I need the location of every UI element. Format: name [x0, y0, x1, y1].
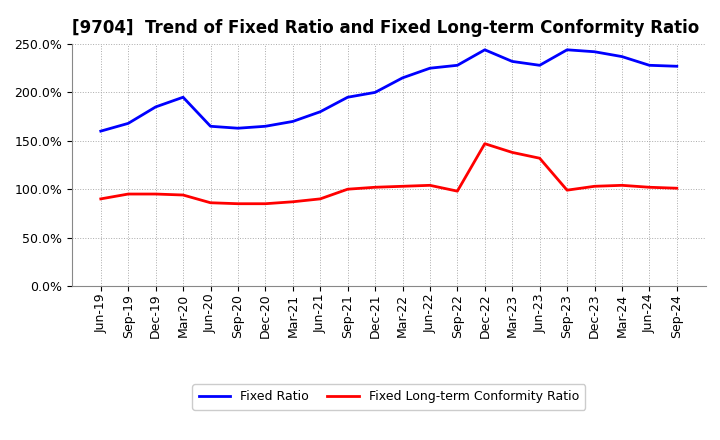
Fixed Ratio	[124, 121, 132, 126]
Fixed Ratio	[316, 109, 325, 114]
Fixed Long-term Conformity Ratio	[536, 156, 544, 161]
Fixed Long-term Conformity Ratio	[233, 201, 242, 206]
Fixed Ratio	[426, 66, 434, 71]
Fixed Ratio	[398, 75, 407, 81]
Fixed Long-term Conformity Ratio	[151, 191, 160, 197]
Fixed Long-term Conformity Ratio	[124, 191, 132, 197]
Fixed Long-term Conformity Ratio	[426, 183, 434, 188]
Fixed Ratio	[289, 119, 297, 124]
Legend: Fixed Ratio, Fixed Long-term Conformity Ratio: Fixed Ratio, Fixed Long-term Conformity …	[192, 384, 585, 410]
Fixed Ratio	[618, 54, 626, 59]
Fixed Ratio	[371, 90, 379, 95]
Fixed Long-term Conformity Ratio	[480, 141, 489, 147]
Fixed Long-term Conformity Ratio	[289, 199, 297, 205]
Fixed Long-term Conformity Ratio	[96, 196, 105, 202]
Fixed Ratio	[343, 95, 352, 100]
Fixed Ratio	[151, 104, 160, 110]
Fixed Long-term Conformity Ratio	[618, 183, 626, 188]
Fixed Long-term Conformity Ratio	[371, 185, 379, 190]
Fixed Ratio	[672, 64, 681, 69]
Fixed Long-term Conformity Ratio	[645, 185, 654, 190]
Fixed Long-term Conformity Ratio	[508, 150, 516, 155]
Fixed Long-term Conformity Ratio	[261, 201, 270, 206]
Fixed Ratio	[508, 59, 516, 64]
Fixed Ratio	[453, 62, 462, 68]
Fixed Long-term Conformity Ratio	[672, 186, 681, 191]
Fixed Ratio	[563, 47, 572, 52]
Fixed Ratio	[480, 47, 489, 52]
Fixed Ratio	[96, 128, 105, 134]
Fixed Long-term Conformity Ratio	[563, 187, 572, 193]
Fixed Long-term Conformity Ratio	[206, 200, 215, 205]
Fixed Ratio	[536, 62, 544, 68]
Fixed Ratio	[179, 95, 187, 100]
Fixed Ratio	[206, 124, 215, 129]
Fixed Long-term Conformity Ratio	[343, 187, 352, 192]
Fixed Ratio	[590, 49, 599, 55]
Fixed Long-term Conformity Ratio	[590, 183, 599, 189]
Text: [9704]  Trend of Fixed Ratio and Fixed Long-term Conformity Ratio: [9704] Trend of Fixed Ratio and Fixed Lo…	[72, 19, 699, 37]
Fixed Ratio	[233, 125, 242, 131]
Fixed Long-term Conformity Ratio	[453, 188, 462, 194]
Line: Fixed Ratio: Fixed Ratio	[101, 50, 677, 131]
Fixed Ratio	[645, 62, 654, 68]
Fixed Long-term Conformity Ratio	[398, 183, 407, 189]
Fixed Long-term Conformity Ratio	[179, 192, 187, 198]
Fixed Ratio	[261, 124, 270, 129]
Line: Fixed Long-term Conformity Ratio: Fixed Long-term Conformity Ratio	[101, 144, 677, 204]
Fixed Long-term Conformity Ratio	[316, 196, 325, 202]
